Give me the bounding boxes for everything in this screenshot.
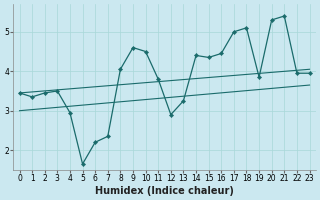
X-axis label: Humidex (Indice chaleur): Humidex (Indice chaleur)	[95, 186, 234, 196]
